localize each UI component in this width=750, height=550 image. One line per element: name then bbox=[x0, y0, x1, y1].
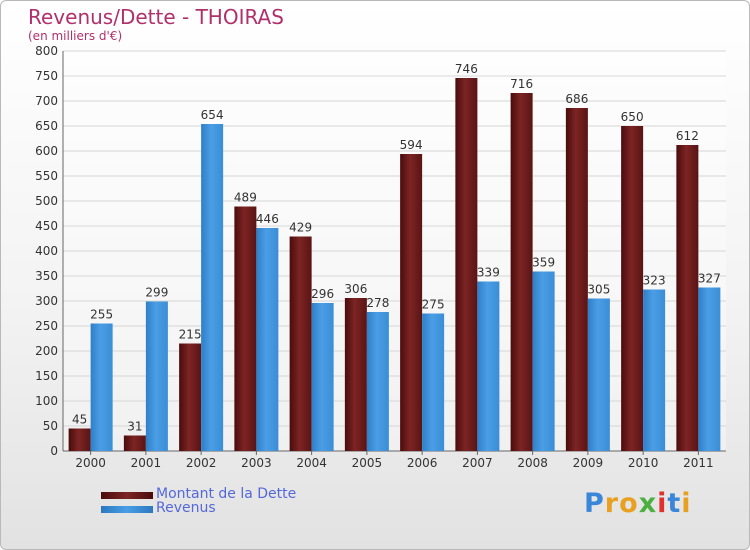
data-label-debt: 746 bbox=[455, 62, 478, 76]
bar-revenue bbox=[256, 228, 279, 451]
y-tick-label: 500 bbox=[35, 194, 58, 208]
y-tick-label: 100 bbox=[35, 394, 58, 408]
y-tick-label: 700 bbox=[35, 94, 58, 108]
data-label-debt: 45 bbox=[72, 413, 87, 427]
data-label-revenue: 327 bbox=[698, 272, 721, 286]
data-label-revenue: 278 bbox=[366, 296, 389, 310]
x-tick-label: 2009 bbox=[573, 456, 604, 470]
logo-letter: x bbox=[638, 488, 658, 519]
bar-debt bbox=[289, 236, 312, 451]
x-tick-label: 2003 bbox=[241, 456, 272, 470]
x-tick-label: 2010 bbox=[628, 456, 659, 470]
data-label-revenue: 255 bbox=[90, 308, 113, 322]
y-tick-label: 0 bbox=[50, 444, 58, 458]
bar-debt bbox=[510, 93, 533, 451]
data-label-revenue: 296 bbox=[311, 287, 334, 301]
logo-letter: i bbox=[657, 488, 668, 519]
x-tick-label: 2008 bbox=[517, 456, 548, 470]
y-tick-label: 350 bbox=[35, 269, 58, 283]
bar-debt bbox=[455, 78, 478, 451]
logo-letter: P bbox=[584, 488, 605, 519]
y-tick-label: 300 bbox=[35, 294, 58, 308]
x-tick-label: 2011 bbox=[683, 456, 714, 470]
bar-revenue bbox=[311, 303, 334, 451]
data-label-debt: 594 bbox=[400, 138, 423, 152]
bar-revenue bbox=[643, 289, 666, 451]
y-tick-label: 150 bbox=[35, 369, 58, 383]
data-label-debt: 306 bbox=[344, 282, 367, 296]
y-tick-label: 250 bbox=[35, 319, 58, 333]
y-tick-label: 400 bbox=[35, 244, 58, 258]
bar-revenue bbox=[366, 312, 389, 451]
logo-letter: o bbox=[619, 488, 639, 519]
y-tick-label: 600 bbox=[35, 144, 58, 158]
bar-revenue bbox=[90, 323, 113, 451]
data-label-debt: 650 bbox=[621, 110, 644, 124]
bar-debt bbox=[234, 206, 257, 451]
y-tick-label: 650 bbox=[35, 119, 58, 133]
data-label-revenue: 359 bbox=[532, 256, 555, 270]
bar-revenue bbox=[477, 281, 500, 451]
bar-revenue bbox=[145, 301, 168, 451]
data-label-revenue: 654 bbox=[201, 108, 224, 122]
y-tick-label: 550 bbox=[35, 169, 58, 183]
logo-letter: i bbox=[681, 488, 692, 519]
data-label-revenue: 305 bbox=[587, 283, 610, 297]
bar-debt bbox=[400, 154, 423, 451]
x-tick-label: 2000 bbox=[75, 456, 106, 470]
bar-revenue bbox=[201, 124, 224, 451]
data-label-debt: 429 bbox=[289, 221, 312, 235]
data-label-revenue: 446 bbox=[256, 212, 279, 226]
x-tick-label: 2006 bbox=[407, 456, 438, 470]
logo-letter: t bbox=[667, 488, 682, 519]
bar-revenue bbox=[422, 313, 445, 451]
data-label-debt: 716 bbox=[510, 77, 533, 91]
y-tick-label: 750 bbox=[35, 69, 58, 83]
y-tick-label: 200 bbox=[35, 344, 58, 358]
x-tick-label: 2002 bbox=[186, 456, 217, 470]
data-label-debt: 489 bbox=[234, 191, 257, 205]
data-label-debt: 215 bbox=[179, 328, 202, 342]
chart-title: Revenus/Dette - THOIRAS bbox=[28, 5, 284, 29]
legend-swatch-debt bbox=[101, 492, 153, 499]
x-tick-label: 2004 bbox=[296, 456, 327, 470]
data-label-revenue: 299 bbox=[145, 286, 168, 300]
bar-debt bbox=[179, 343, 202, 451]
bar-revenue bbox=[698, 287, 721, 451]
chart-subtitle: (en milliers d'€) bbox=[28, 29, 123, 43]
y-tick-label: 450 bbox=[35, 219, 58, 233]
data-label-debt: 686 bbox=[565, 92, 588, 106]
bar-debt bbox=[621, 126, 644, 451]
bar-debt bbox=[565, 108, 588, 451]
data-label-revenue: 323 bbox=[643, 274, 666, 288]
bar-revenue bbox=[587, 298, 610, 451]
legend-label-debt: Montant de la Dette bbox=[156, 486, 297, 502]
y-tick-label: 50 bbox=[43, 419, 58, 433]
x-tick-label: 2005 bbox=[352, 456, 383, 470]
data-label-revenue: 275 bbox=[422, 298, 445, 312]
data-label-debt: 31 bbox=[127, 420, 142, 434]
bar-revenue bbox=[532, 271, 555, 451]
legend-swatch-revenue bbox=[101, 506, 153, 513]
bar-debt bbox=[68, 428, 91, 451]
bar-debt bbox=[344, 298, 367, 451]
bar-debt bbox=[676, 145, 699, 451]
bar-debt bbox=[123, 435, 146, 451]
x-tick-label: 2007 bbox=[462, 456, 493, 470]
x-tick-label: 2001 bbox=[131, 456, 162, 470]
data-label-revenue: 339 bbox=[477, 266, 500, 280]
logo-letter: r bbox=[604, 488, 620, 519]
proxiti-logo: Proxiti bbox=[584, 488, 692, 519]
y-tick-label: 800 bbox=[35, 44, 58, 58]
legend-label-revenue: Revenus bbox=[156, 500, 216, 516]
data-label-debt: 612 bbox=[676, 129, 699, 143]
